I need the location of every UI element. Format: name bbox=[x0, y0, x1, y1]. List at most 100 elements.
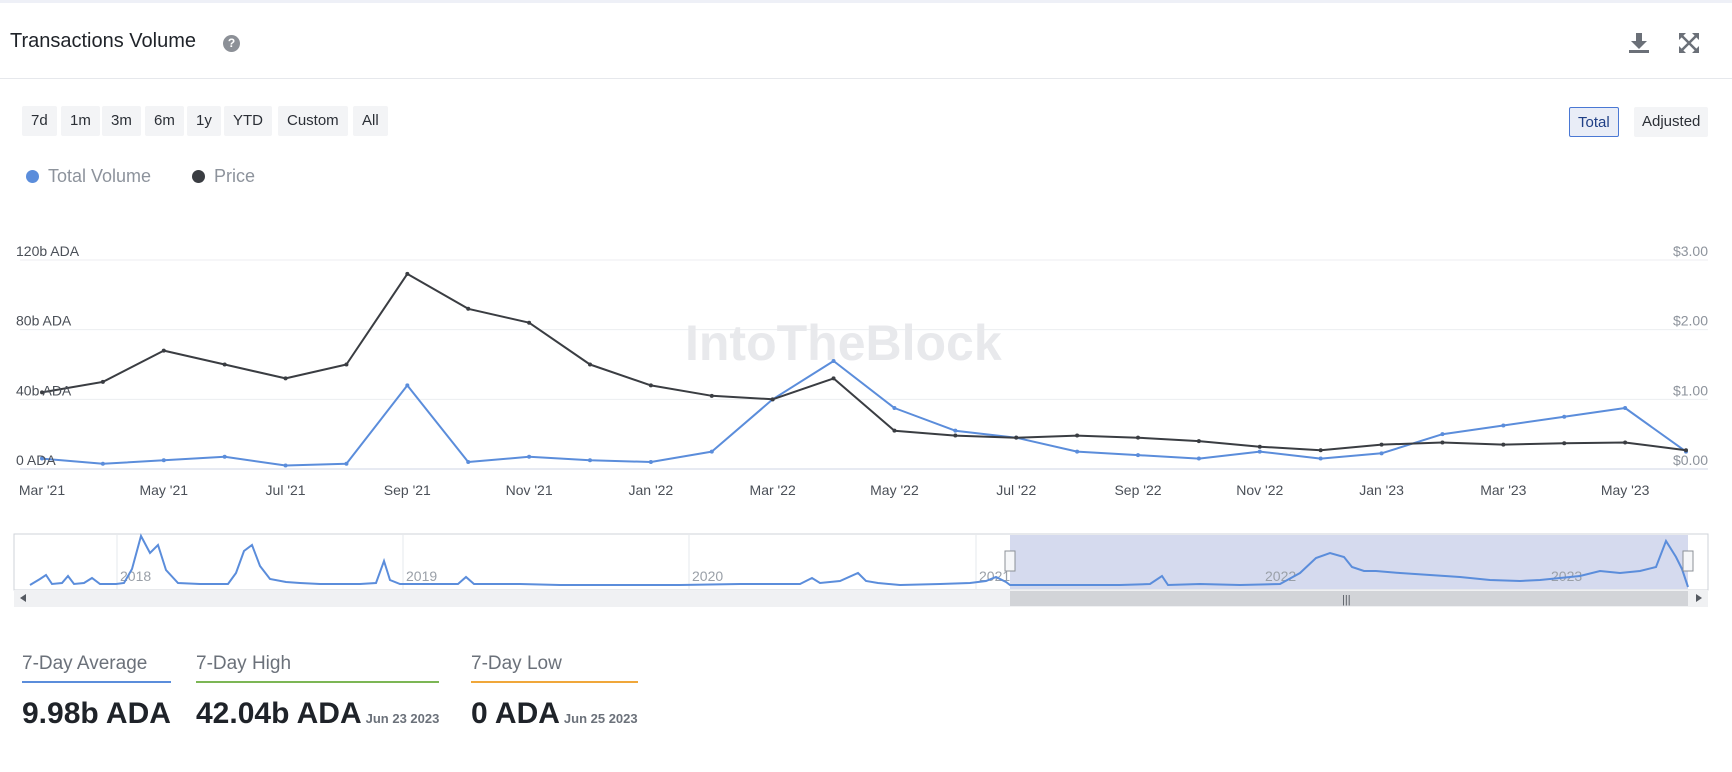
legend-price[interactable]: Price bbox=[192, 166, 255, 187]
stat-value: 9.98b ADA bbox=[22, 697, 171, 730]
total-volume-point bbox=[40, 456, 44, 461]
navigator-label-2023: 2023 bbox=[1551, 568, 1582, 584]
price-point bbox=[344, 362, 349, 367]
price-point bbox=[283, 376, 288, 381]
price-point bbox=[1136, 435, 1140, 440]
range-6m-button[interactable]: 6m bbox=[145, 106, 184, 136]
total-volume-point bbox=[1379, 451, 1384, 456]
price-point bbox=[1196, 439, 1201, 444]
range-custom-button[interactable]: Custom bbox=[278, 106, 348, 136]
card-header: Transactions Volume ? bbox=[0, 4, 1732, 79]
total-volume-point bbox=[709, 449, 714, 454]
help-icon[interactable]: ? bbox=[223, 35, 240, 52]
y-right-tick-label: $0.00 bbox=[1673, 452, 1708, 468]
stat-label: 7-Day High bbox=[196, 653, 440, 683]
range-all-button[interactable]: All bbox=[353, 106, 388, 136]
y-right-tick-label: $1.00 bbox=[1673, 382, 1708, 398]
x-tick-label: Sep '21 bbox=[384, 482, 431, 498]
y-left-tick-label: 80b ADA bbox=[16, 313, 72, 329]
total-volume-point bbox=[344, 461, 349, 466]
price-point bbox=[953, 433, 958, 438]
total-volume-point bbox=[1440, 432, 1445, 437]
price-point bbox=[405, 271, 410, 276]
navigator-label-2019: 2019 bbox=[406, 568, 437, 584]
price-point bbox=[709, 393, 714, 398]
x-tick-label: Jul '22 bbox=[996, 482, 1036, 498]
x-tick-label: May '21 bbox=[139, 482, 188, 498]
page-title: Transactions Volume bbox=[10, 30, 197, 52]
stat-label: 7-Day Average bbox=[22, 653, 171, 683]
range-ytd-button[interactable]: YTD bbox=[224, 106, 272, 136]
range-navigator[interactable]: 2018 2019 2020 2021 2022 2023 ||| bbox=[0, 533, 1732, 608]
price-point bbox=[100, 379, 105, 384]
price-point bbox=[1014, 435, 1019, 440]
navigator-scrollbar-thumb[interactable] bbox=[1010, 591, 1688, 606]
scroll-left-arrow-icon[interactable] bbox=[20, 594, 26, 602]
stat-label: 7-Day Low bbox=[471, 653, 638, 683]
price-point bbox=[1684, 448, 1688, 453]
download-icon[interactable] bbox=[1626, 30, 1652, 56]
stat-7day-low: 7-Day Low 0 ADA Jun 25 2023 bbox=[471, 653, 638, 731]
price-point bbox=[466, 306, 471, 311]
price-point bbox=[831, 376, 836, 381]
total-volume-point bbox=[161, 458, 166, 463]
navigator-label-2022: 2022 bbox=[1265, 568, 1296, 584]
total-volume-point bbox=[588, 458, 592, 463]
mode-total-button[interactable]: Total bbox=[1569, 107, 1619, 137]
range-3m-button[interactable]: 3m bbox=[102, 106, 141, 136]
x-tick-label: May '22 bbox=[870, 482, 919, 498]
legend-label: Price bbox=[214, 166, 256, 186]
x-tick-label: Nov '22 bbox=[1236, 482, 1283, 498]
main-chart: IntoTheBlock 0 ADA $0.00 40b ADA $1.00 80b A… bbox=[16, 243, 1708, 498]
mode-adjusted-button[interactable]: Adjusted bbox=[1634, 107, 1709, 137]
x-tick-label: Jul '21 bbox=[266, 482, 306, 498]
range-1m-button[interactable]: 1m bbox=[61, 106, 100, 136]
price-point bbox=[892, 428, 897, 433]
total-volume-point bbox=[648, 460, 653, 465]
top-accent-line bbox=[0, 0, 1732, 3]
navigator-label-2020: 2020 bbox=[692, 568, 723, 584]
total-volume-point bbox=[527, 454, 532, 459]
total-volume-point bbox=[953, 428, 958, 433]
range-7d-button[interactable]: 7d bbox=[22, 106, 57, 136]
total-volume-point bbox=[1562, 414, 1567, 419]
price-point bbox=[1623, 440, 1628, 445]
y-right-tick-label: $2.00 bbox=[1673, 313, 1708, 329]
x-tick-label: Mar '21 bbox=[19, 482, 65, 498]
scroll-right-arrow-icon[interactable] bbox=[1696, 594, 1702, 602]
navigator-left-handle[interactable] bbox=[1004, 550, 1016, 572]
price-point bbox=[527, 320, 532, 325]
total-volume-point bbox=[1075, 449, 1080, 454]
price-point bbox=[588, 362, 592, 367]
total-volume-line bbox=[41, 360, 1687, 467]
stat-7day-high: 7-Day High 42.04b ADA Jun 23 2023 bbox=[196, 653, 440, 731]
legend-total-volume[interactable]: Total Volume bbox=[26, 166, 151, 187]
scrollbar-grip-icon: ||| bbox=[1342, 594, 1351, 606]
stat-7day-average: 7-Day Average 9.98b ADA bbox=[22, 653, 171, 731]
price-point bbox=[40, 390, 44, 395]
price-point bbox=[1501, 442, 1506, 447]
total-volume-point bbox=[1257, 449, 1262, 454]
y-left-tick-label: 0 ADA bbox=[16, 452, 56, 468]
total-volume-point bbox=[405, 383, 410, 388]
price-point bbox=[222, 362, 227, 367]
x-tick-label: Jan '22 bbox=[629, 482, 674, 498]
legend-label: Total Volume bbox=[48, 166, 152, 186]
total-volume-point bbox=[892, 406, 897, 411]
total-volume-point bbox=[1318, 456, 1323, 461]
stat-date: Jun 25 2023 bbox=[563, 711, 638, 726]
legend-dot bbox=[26, 170, 39, 183]
total-volume-point bbox=[283, 463, 288, 468]
total-volume-point bbox=[222, 454, 227, 459]
stat-value: 42.04b ADA bbox=[196, 697, 362, 730]
navigator-label-2018: 2018 bbox=[120, 568, 151, 584]
price-point bbox=[770, 397, 775, 402]
stat-date: Jun 23 2023 bbox=[365, 711, 440, 726]
navigator-right-handle[interactable] bbox=[1682, 550, 1694, 572]
total-volume-point bbox=[466, 460, 471, 465]
range-1y-button[interactable]: 1y bbox=[187, 106, 221, 136]
price-point bbox=[1562, 441, 1567, 446]
legend-dot bbox=[192, 170, 205, 183]
fullscreen-icon[interactable] bbox=[1676, 30, 1702, 56]
y-right-tick-label: $3.00 bbox=[1673, 243, 1708, 259]
